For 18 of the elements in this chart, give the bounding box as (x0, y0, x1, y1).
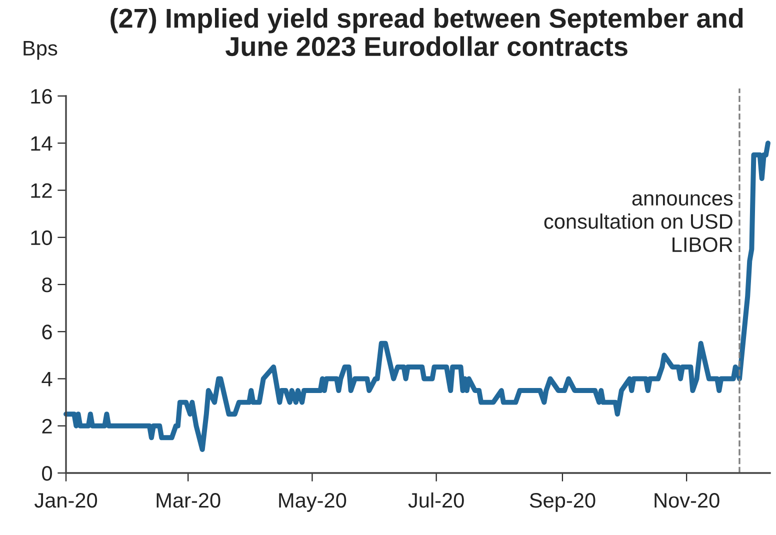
x-tick-label: May-20 (279, 492, 346, 512)
x-tick-label: Jan-20 (34, 492, 98, 508)
x-tick-label: Nov-20 (654, 492, 720, 508)
x-tick-label: Jul-20 (408, 492, 464, 508)
y-tick-label: 0 (42, 466, 52, 481)
y-tick-label: 10 (31, 230, 52, 246)
y-axis-title: Bps (24, 41, 58, 60)
y-tick-label: 6 (42, 324, 52, 340)
y-tick-label: 4 (42, 372, 52, 386)
x-tick-label: Mar-20 (156, 492, 220, 508)
ref-line-label: announces consultation on USD LIBOR (544, 194, 733, 252)
x-tick-label: Sep-20 (530, 492, 596, 512)
y-tick-label: 14 (31, 136, 52, 151)
y-tick-label: 12 (31, 183, 52, 198)
y-tick-label: 2 (42, 418, 52, 434)
y-tick-label: 8 (42, 278, 52, 292)
y-tick-label: 16 (31, 89, 52, 104)
chart-title: (27) Implied yield spread between September and June 2023 Eurodollar contracts (110, 8, 743, 56)
